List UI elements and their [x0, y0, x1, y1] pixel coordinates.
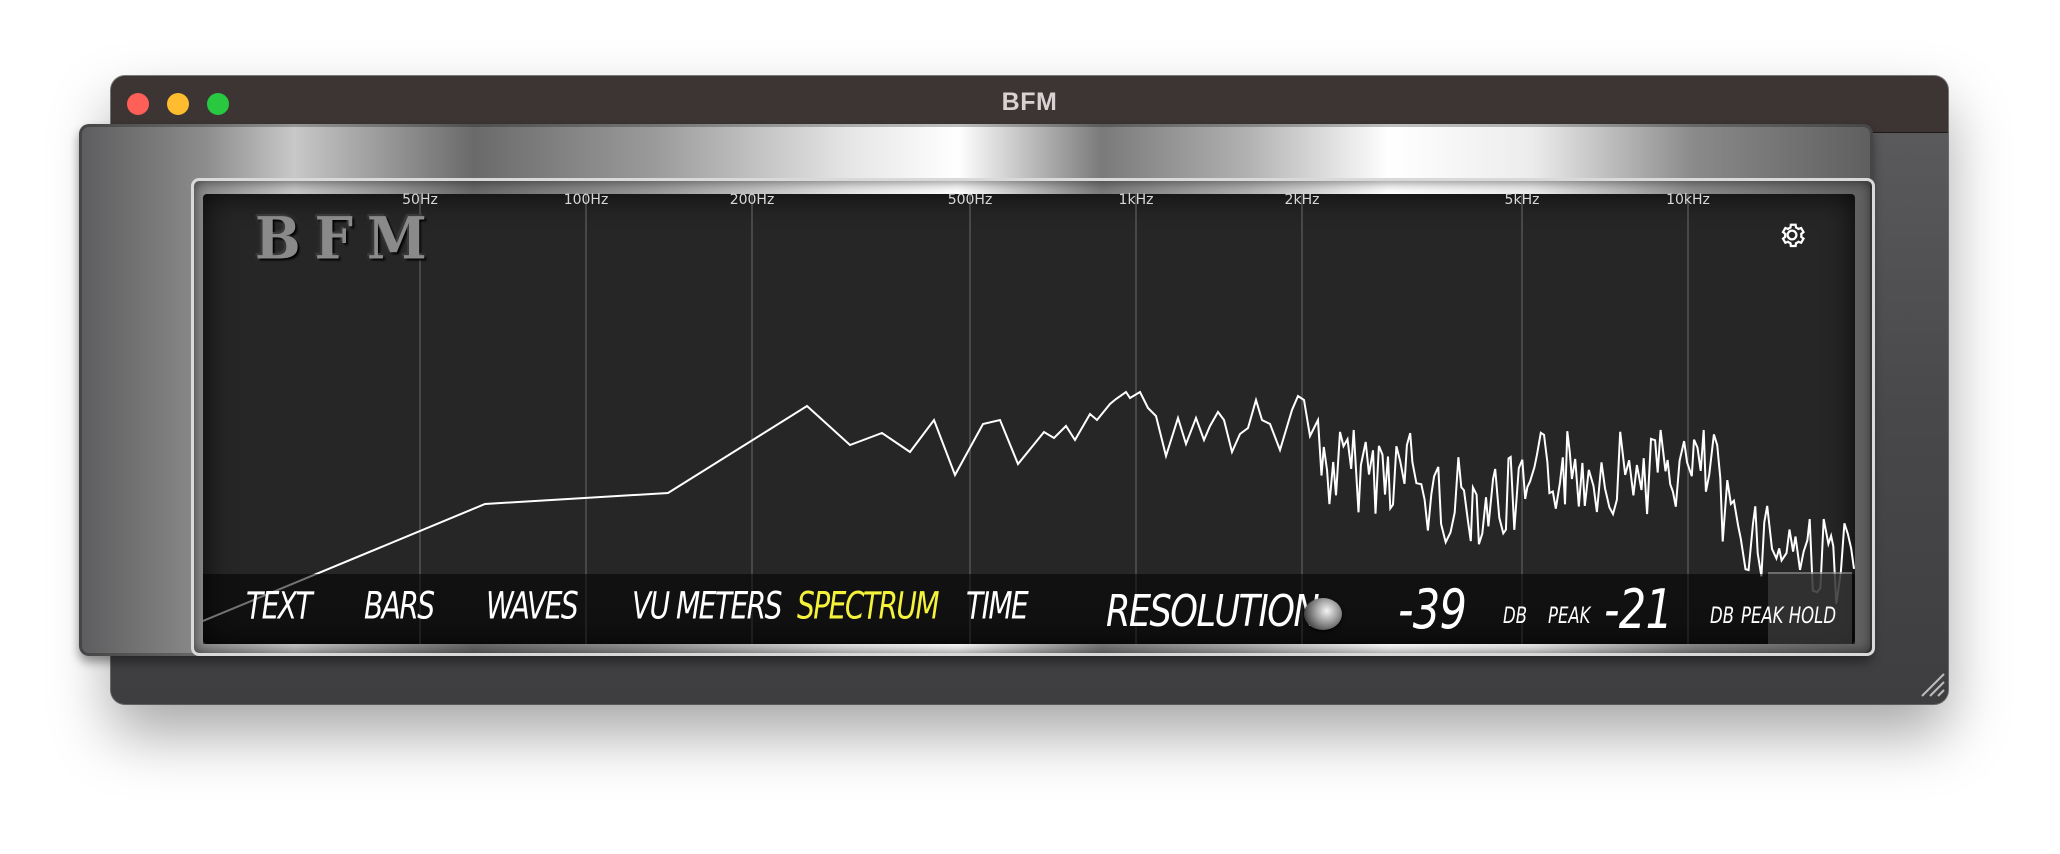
- mode-spectrum[interactable]: SPECTRUM: [797, 584, 940, 629]
- freq-label-1khz: 1kHz: [1118, 192, 1154, 208]
- mode-vu-meters[interactable]: VU METERS: [632, 584, 782, 629]
- peak-hold-toggle[interactable]: PEAK HOLD: [1741, 604, 1837, 629]
- resolution-knob[interactable]: [1304, 598, 1342, 630]
- spectrum-display: [203, 194, 1855, 644]
- bfm-logo: BFM: [255, 203, 441, 273]
- mode-bars[interactable]: BARS: [364, 584, 435, 629]
- spectrum-trace: [203, 390, 1855, 622]
- freq-label-500hz: 500Hz: [947, 192, 993, 208]
- mode-time[interactable]: TIME: [966, 584, 1029, 629]
- minimize-button[interactable]: [167, 93, 189, 115]
- freq-label-200hz: 200Hz: [729, 192, 775, 208]
- close-button[interactable]: [127, 93, 149, 115]
- control-bar: [203, 574, 1855, 644]
- freq-label-5khz: 5kHz: [1504, 192, 1540, 208]
- mode-text[interactable]: TEXT: [246, 584, 313, 629]
- level-readout: -39: [1398, 578, 1467, 641]
- resize-grip[interactable]: [1916, 668, 1946, 698]
- peak-readout: -21: [1604, 578, 1673, 641]
- peak-label: PEAK: [1548, 604, 1591, 629]
- maximize-button[interactable]: [207, 93, 229, 115]
- window-title: BFM: [1001, 88, 1058, 116]
- peak-unit: DB: [1710, 604, 1735, 629]
- resolution-label: RESOLUTION: [1106, 586, 1320, 637]
- freq-label-2khz: 2kHz: [1284, 192, 1320, 208]
- freq-label-100hz: 100Hz: [563, 192, 609, 208]
- level-unit: DB: [1503, 604, 1528, 629]
- freq-label-10khz: 10kHz: [1666, 192, 1710, 208]
- frame-bezel: [191, 178, 1875, 656]
- freq-label-50hz: 50Hz: [402, 192, 438, 208]
- gear-icon[interactable]: [1777, 220, 1807, 250]
- title-bar[interactable]: BFM: [111, 76, 1948, 133]
- mode-waves[interactable]: WAVES: [486, 584, 579, 629]
